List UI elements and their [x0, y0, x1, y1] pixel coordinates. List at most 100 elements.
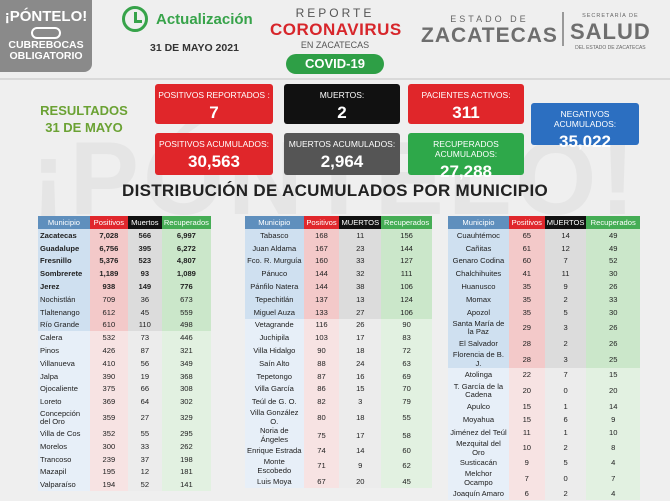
table-row: Teúl de G. O. 82 3 79	[245, 395, 432, 409]
municipio-cell: Trancoso	[38, 452, 90, 466]
table-row: Miguel Auza 133 27 106	[245, 305, 432, 319]
municipio-cell: Villa Hidalgo	[245, 344, 304, 357]
muertos-card: MUERTOS: 2	[284, 84, 400, 124]
recuperados-cell: 45	[381, 474, 432, 488]
municipio-cell: Mezquital del Oro	[448, 438, 509, 457]
badge-line1: CUBREBOCAS	[8, 39, 84, 51]
recuperados-cell: 124	[381, 292, 432, 306]
header-muertos: MUERTOS	[339, 216, 382, 229]
recuperados-cell: 181	[161, 465, 211, 479]
municipio-cell: Vetagrande	[245, 318, 304, 332]
municipio-cell: Pinos	[38, 344, 90, 357]
recuperados-cell: 308	[161, 382, 211, 396]
positivos-cell: 20	[508, 381, 545, 401]
table-row: Tlaltenango 612 45 559	[38, 305, 211, 319]
municipio-cell: Chalchihuites	[448, 267, 509, 281]
municipio-cell: Valparaíso	[38, 478, 90, 492]
recuperados-cell: 368	[161, 369, 211, 383]
muertos-cell: 32	[339, 267, 382, 281]
table-row: Juan Aldama 167 23 144	[245, 241, 432, 255]
table-row: Ojocaliente 375 66 308	[38, 382, 211, 396]
municipio-cell: Florencia de B. J.	[448, 350, 509, 369]
recuperados-cell: 60	[381, 444, 432, 457]
recuperados-cell: 49	[586, 241, 640, 255]
table-row: Juchipila 103 17 83	[245, 331, 432, 345]
clock-icon	[122, 6, 148, 32]
negativos-card: NEGATIVOS ACUMULADOS: 35,022	[531, 103, 639, 151]
muertos-cell: 3	[544, 350, 587, 369]
table-row: Melchor Ocampo 7 0 7	[448, 469, 640, 488]
muertos-cell: 2	[544, 438, 587, 457]
table-row: Florencia de B. J. 28 3 25	[448, 350, 640, 369]
table-row: El Salvador 28 2 26	[448, 337, 640, 351]
muertos-cell: 395	[127, 241, 162, 255]
positivos-reportados-card: POSITIVOS REPORTADOS : 7	[155, 84, 273, 124]
recuperados-cell: 673	[161, 292, 211, 306]
muertos-cell: 1	[544, 425, 587, 439]
recuperados-cell: 559	[161, 305, 211, 319]
badge-line2: OBLIGATORIO	[9, 50, 83, 62]
municipio-cell: Atolinga	[448, 368, 509, 382]
table-row: Genaro Codina 60 7 52	[448, 254, 640, 268]
positivos-cell: 375	[89, 382, 128, 396]
positivos-cell: 6,756	[89, 241, 128, 255]
muertos-cell: 14	[339, 444, 382, 457]
face-mask-icon	[31, 27, 61, 39]
municipio-cell: Genaro Codina	[448, 254, 509, 268]
card-value: 311	[452, 103, 480, 122]
muertos-cell: 2	[544, 337, 587, 351]
recuperados-cell: 30	[586, 305, 640, 319]
recuperados-cell: 141	[161, 478, 211, 492]
muertos-cell: 5	[544, 456, 587, 470]
muertos-acumulados-card: MUERTOS ACUMULADOS: 2,964	[284, 133, 400, 175]
positivos-cell: 709	[89, 292, 128, 306]
municipio-cell: Juchipila	[245, 331, 304, 345]
table-row: Santa María de la Paz 29 3 26	[448, 318, 640, 338]
report-line3: EN ZACATECAS	[300, 40, 370, 50]
positivos-cell: 938	[89, 280, 128, 293]
municipio-cell: Sombrerete	[38, 267, 90, 281]
muertos-cell: 26	[339, 318, 382, 332]
municipio-cell: Tepechitlán	[245, 292, 304, 306]
card-value: 30,563	[188, 152, 240, 171]
distribution-title: DISTRIBUCIÓN DE ACUMULADOS POR MUNICIPIO	[122, 181, 548, 200]
positivos-cell: 67	[303, 474, 340, 488]
card-label: NEGATIVOS ACUMULADOS:	[553, 109, 617, 129]
muertos-cell: 27	[339, 305, 382, 319]
municipio-cell: Miguel Auza	[245, 305, 304, 319]
muertos-cell: 0	[544, 381, 587, 401]
table-row: Chalchihuites 41 11 30	[448, 267, 640, 281]
muertos-cell: 0	[544, 469, 587, 488]
municipio-cell: Fresnillo	[38, 254, 90, 268]
positivos-cell: 426	[89, 344, 128, 357]
table-row: Calera 532 73 446	[38, 331, 211, 345]
municipio-cell: Luis Moya	[245, 474, 304, 488]
recuperados-cell: 6,272	[161, 241, 211, 255]
muertos-cell: 12	[127, 465, 162, 479]
municipio-table-2: Municipio Positivos MUERTOS Recuperados …	[245, 216, 432, 488]
municipio-cell: Jerez	[38, 280, 90, 293]
recuperados-cell: 90	[381, 318, 432, 332]
muertos-cell: 149	[127, 280, 162, 293]
table-row: Joaquín Amaro 6 2 4	[448, 487, 640, 501]
logo-divider	[562, 12, 564, 46]
recuperados-cell: 33	[586, 292, 640, 306]
positivos-cell: 168	[303, 229, 340, 242]
muertos-cell: 37	[127, 452, 162, 466]
positivos-cell: 87	[303, 369, 340, 383]
recuperados-cell: 26	[586, 318, 640, 338]
municipio-cell: Apulco	[448, 400, 509, 413]
table-row: Mezquital del Oro 10 2 8	[448, 438, 640, 457]
positivos-cell: 160	[303, 254, 340, 268]
muertos-cell: 110	[127, 318, 162, 332]
muertos-cell: 38	[339, 280, 382, 293]
positivos-cell: 11	[508, 425, 545, 439]
municipio-cell: Villa García	[245, 382, 304, 396]
recuperados-cell: 349	[161, 356, 211, 370]
muertos-cell: 11	[339, 229, 382, 242]
positivos-cell: 10	[508, 438, 545, 457]
card-label: MUERTOS ACUMULADOS:	[288, 139, 396, 149]
recuperados-cell: 15	[586, 368, 640, 382]
municipio-cell: Cuauhtémoc	[448, 229, 509, 242]
muertos-cell: 566	[127, 229, 162, 242]
